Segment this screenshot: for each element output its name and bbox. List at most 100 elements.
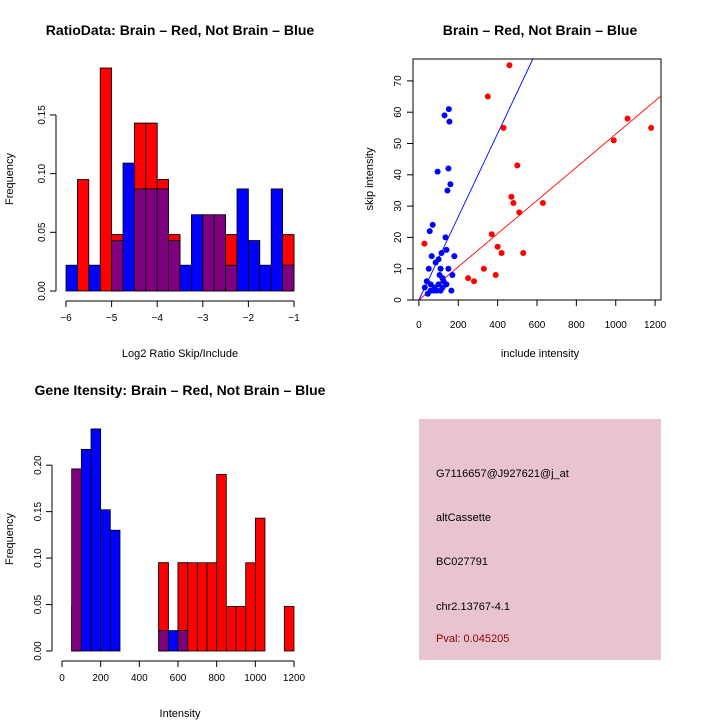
- red-point: [539, 199, 546, 206]
- red-point: [516, 209, 523, 216]
- blue-point: [448, 287, 455, 294]
- y-tick-label: 10: [393, 263, 404, 275]
- info-location: chr2.13767-4.1: [436, 601, 510, 613]
- overlap-bar: [156, 188, 169, 292]
- info-panel: G7116657@J927621@j_at altCassette BC0277…: [419, 419, 661, 660]
- blue-bar: [270, 188, 284, 292]
- blue-bar: [109, 529, 121, 652]
- blue-point: [429, 221, 436, 228]
- blue-bar: [167, 630, 179, 652]
- blue-point: [425, 265, 432, 272]
- gene-histogram-xlabel: Intensity: [160, 708, 201, 720]
- red-point: [506, 62, 513, 69]
- blue-point: [435, 281, 442, 288]
- red-point: [648, 124, 655, 131]
- overlap-bar: [213, 214, 226, 292]
- red-point: [508, 193, 515, 200]
- blue-point: [446, 118, 453, 125]
- x-tick-label: 400: [489, 320, 506, 331]
- blue-point: [442, 234, 449, 241]
- x-tick-label: −4: [151, 313, 163, 324]
- y-tick-label: 40: [393, 169, 404, 181]
- blue-point: [443, 281, 450, 288]
- x-tick-label: 0: [59, 673, 65, 684]
- x-tick-label: 1000: [244, 673, 267, 684]
- scatter-xlabel: include intensity: [501, 348, 580, 360]
- blue-point: [443, 246, 450, 253]
- red-bar-cap: [168, 234, 181, 241]
- red-bar: [254, 517, 266, 652]
- blue-point: [444, 187, 451, 194]
- red-point: [520, 250, 527, 257]
- blue-bar: [65, 264, 78, 292]
- scatter-title: Brain – Red, Not Brain – Blue: [443, 22, 638, 38]
- y-tick-label: 0.15: [37, 105, 48, 125]
- red-bar: [245, 562, 256, 652]
- overlap-bar: [133, 188, 147, 292]
- red-point: [610, 137, 617, 144]
- red-point: [471, 278, 478, 285]
- red-bar: [225, 606, 237, 652]
- x-tick-label: 600: [170, 673, 187, 684]
- blue-point: [438, 250, 445, 257]
- y-tick-label: 60: [393, 106, 404, 118]
- red-point: [421, 240, 428, 247]
- red-bar-cap: [133, 122, 147, 190]
- x-tick-label: 200: [450, 320, 467, 331]
- y-tick-label: 30: [393, 200, 404, 212]
- overlap-bar: [71, 468, 82, 652]
- red-point: [484, 93, 491, 100]
- blue-bar: [259, 264, 272, 292]
- info-probe-id: G7116657@J927621@j_at: [436, 468, 569, 480]
- y-tick-label: 70: [393, 75, 404, 87]
- red-point: [480, 265, 487, 272]
- red-point: [500, 124, 507, 131]
- blue-point: [445, 106, 452, 113]
- x-tick-label: 1200: [644, 320, 667, 331]
- gene-intensity-histogram-panel: Gene Itensity: Brain – Red, Not Brain – …: [4, 382, 326, 720]
- red-bar: [196, 562, 208, 652]
- scatter-ylabel: skip intensity: [364, 147, 376, 210]
- x-tick-label: −1: [288, 313, 300, 324]
- blue-point: [434, 168, 441, 175]
- y-tick-label: 0.10: [37, 163, 48, 183]
- y-tick-label: 0.05: [37, 222, 48, 242]
- y-tick-label: 0.05: [33, 594, 44, 614]
- blue-point: [426, 228, 433, 235]
- blue-point: [449, 271, 456, 278]
- blue-point: [445, 265, 452, 272]
- y-tick-label: 0.00: [37, 281, 48, 301]
- x-tick-label: 600: [529, 320, 546, 331]
- blue-bar: [179, 264, 192, 292]
- ratio-histogram-panel: RatioData: Brain – Red, Not Brain – Blue…: [4, 22, 314, 360]
- ratio-histogram-xlabel: Log2 Ratio Skip/Include: [122, 348, 238, 360]
- blue-point: [445, 165, 452, 172]
- gene-histogram-title: Gene Itensity: Brain – Red, Not Brain – …: [35, 382, 326, 398]
- ratio-histogram-title: RatioData: Brain – Red, Not Brain – Blue: [46, 22, 315, 38]
- red-point: [624, 115, 631, 122]
- blue-bar: [122, 162, 135, 292]
- x-tick-label: 0: [416, 320, 422, 331]
- intensity-scatter-panel: Brain – Red, Not Brain – Blue include in…: [364, 22, 667, 360]
- red-bar: [187, 562, 198, 652]
- blue-bar: [90, 428, 102, 652]
- red-bar: [206, 562, 218, 652]
- info-pval: Pval: 0.045205: [436, 633, 509, 645]
- blue-bar: [100, 509, 111, 652]
- y-tick-label: 0.15: [33, 501, 44, 521]
- blue-point: [421, 284, 428, 291]
- red-point: [494, 243, 501, 250]
- x-tick-label: 1000: [605, 320, 628, 331]
- red-bar-cap: [282, 234, 295, 266]
- red-point: [465, 275, 472, 282]
- red-bar: [77, 179, 90, 292]
- red-bar-cap: [158, 562, 169, 631]
- blue-bar: [190, 214, 204, 292]
- red-bar: [216, 474, 227, 652]
- red-bar: [235, 606, 247, 652]
- blue-point: [451, 253, 458, 260]
- red-point: [498, 250, 505, 257]
- blue-point: [428, 253, 435, 260]
- info-background: [419, 419, 661, 660]
- y-tick-label: 0.20: [33, 455, 44, 475]
